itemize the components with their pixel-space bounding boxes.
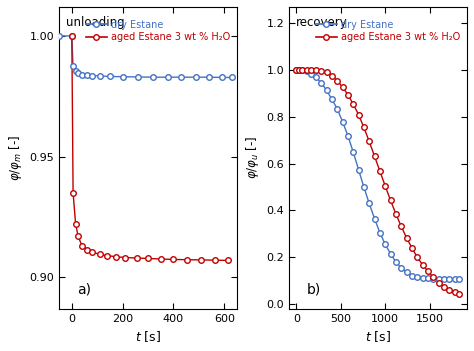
Text: unloading: unloading [66,16,125,29]
Legend: dry Estane, aged Estane 3 wt % H₂O: dry Estane, aged Estane 3 wt % H₂O [84,18,232,44]
Text: b): b) [307,283,321,297]
Legend: dry Estane, aged Estane 3 wt % H₂O: dry Estane, aged Estane 3 wt % H₂O [314,18,462,44]
Y-axis label: $\varphi/\varphi_u$ [-]: $\varphi/\varphi_u$ [-] [244,136,261,179]
Text: a): a) [77,283,91,297]
Y-axis label: $\varphi/\varphi_m$ [-]: $\varphi/\varphi_m$ [-] [7,135,24,181]
X-axis label: $t$ [s]: $t$ [s] [135,329,161,344]
Text: recovery: recovery [296,16,348,29]
X-axis label: $t$ [s]: $t$ [s] [365,329,391,344]
